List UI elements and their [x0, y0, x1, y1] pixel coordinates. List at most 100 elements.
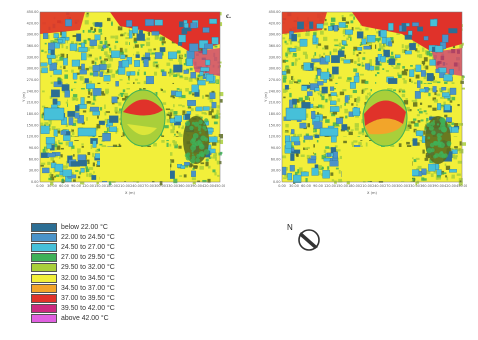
x-axis-label: X (m): [367, 191, 378, 195]
y-tick-label: 330.00: [27, 55, 39, 59]
x-tick-label: 390.00: [432, 184, 444, 188]
x-tick-label: 390.00: [190, 184, 202, 188]
legend-item: 34.50 to 37.00 °C: [31, 283, 171, 293]
legend-label: 32.00 to 34.50 °C: [61, 274, 115, 282]
x-tick-label: 450.00: [214, 184, 225, 188]
temperature-map-left: 0.00 30.00 60.00 90.00 120.00 150.00 180.00 210…: [20, 8, 231, 208]
x-tick-label: 300.00: [396, 184, 408, 188]
x-tick-label: 210.00: [360, 184, 372, 188]
legend-label: 29.50 to 32.00 °C: [61, 264, 115, 272]
x-tick-label: 150.00: [336, 184, 348, 188]
y-tick-label: 120.00: [27, 135, 39, 139]
map-area: [39, 11, 224, 186]
y-tick-label: 390.00: [27, 33, 39, 37]
x-tick-label: 450.00: [456, 184, 467, 188]
legend-item: 24.50 to 27.00 °C: [31, 242, 171, 252]
y-tick-label: 210.00: [27, 101, 39, 105]
y-tick-label: 120.00: [269, 135, 281, 139]
x-tick-label: 60.00: [301, 184, 311, 188]
y-tick-label: 240.00: [269, 89, 281, 93]
x-tick-label: 210.00: [118, 184, 130, 188]
y-axis-label: Y (m): [22, 92, 26, 102]
legend-item: 27.00 to 29.50 °C: [31, 253, 171, 263]
legend-item: 37.00 to 39.50 °C: [31, 293, 171, 303]
y-tick-label: 240.00: [27, 89, 39, 93]
x-axis-label: X (m): [125, 191, 136, 195]
x-tick-label: 330.00: [166, 184, 178, 188]
x-tick-label: 90.00: [313, 184, 323, 188]
legend-swatch: [31, 263, 57, 273]
legend-swatch: [31, 314, 57, 324]
y-tick-label: 360.00: [269, 44, 281, 48]
y-tick-label: 60.00: [29, 157, 39, 161]
north-arrow: N: [287, 223, 327, 255]
y-tick-label: 390.00: [269, 33, 281, 37]
legend-swatch: [31, 293, 57, 303]
y-tick-label: 300.00: [27, 67, 39, 71]
x-tick-label: 420.00: [202, 184, 214, 188]
y-tick-label: 30.00: [271, 169, 281, 173]
x-tick-label: 330.00: [408, 184, 420, 188]
y-tick-label: 180.00: [27, 112, 39, 116]
y-tick-label: 450.00: [27, 10, 39, 14]
y-tick-label: 270.00: [27, 78, 39, 82]
x-tick-label: 30.00: [47, 184, 57, 188]
y-tick-label: 90.00: [271, 146, 281, 150]
x-tick-label: 180.00: [106, 184, 118, 188]
map-right-svg: 0.00 30.00 60.00 90.00 120.00 150.00 180.00 210…: [264, 10, 467, 195]
legend-label: 37.00 to 39.50 °C: [61, 294, 115, 302]
legend-swatch: [31, 242, 57, 252]
y-tick-label: 30.00: [29, 169, 39, 173]
north-arrow-icon: [298, 229, 320, 251]
y-tick-label: 90.00: [29, 146, 39, 150]
legend-swatch: [31, 253, 57, 263]
y-tick-label: 150.00: [269, 123, 281, 127]
y-tick-label: 420.00: [27, 21, 39, 25]
x-tick-label: 180.00: [348, 184, 360, 188]
legend-label: 27.00 to 29.50 °C: [61, 254, 115, 262]
legend-item: below 22.00 °C: [31, 222, 171, 232]
y-tick-label: 0.00: [31, 180, 39, 184]
x-tick-label: 30.00: [289, 184, 299, 188]
map-area: [281, 11, 467, 186]
y-tick-label: 330.00: [269, 55, 281, 59]
legend-label: 24.50 to 27.00 °C: [61, 243, 115, 251]
legend-item: 39.50 to 42.00 °C: [31, 304, 171, 314]
x-tick-label: 90.00: [71, 184, 81, 188]
north-letter: N: [287, 223, 293, 232]
x-tick-label: 360.00: [178, 184, 190, 188]
y-tick-label: 60.00: [271, 157, 281, 161]
y-tick-label: 420.00: [269, 21, 281, 25]
x-tick-label: 420.00: [444, 184, 456, 188]
temperature-legend: below 22.00 °C 22.00 to 24.50 °C 24.50 to …: [31, 222, 171, 324]
x-tick-label: 240.00: [130, 184, 142, 188]
y-tick-label: 450.00: [269, 10, 281, 14]
legend-label: below 22.00 °C: [61, 223, 108, 231]
y-axis-label: Y (m): [264, 92, 268, 102]
x-tick-label: 120.00: [82, 184, 94, 188]
legend-label: 34.50 to 37.00 °C: [61, 284, 115, 292]
y-tick-label: 210.00: [269, 101, 281, 105]
y-tick-label: 0.00: [273, 180, 281, 184]
x-tick-label: 150.00: [94, 184, 106, 188]
y-tick-label: 300.00: [269, 67, 281, 71]
temperature-map-right: 0.00 30.00 60.00 90.00 120.00 150.00 180.00 210…: [262, 8, 467, 208]
legend-item: above 42.00 °C: [31, 314, 171, 324]
x-tick-label: 0.00: [278, 184, 286, 188]
x-tick-label: 240.00: [372, 184, 384, 188]
x-tick-label: 0.00: [36, 184, 44, 188]
y-tick-label: 270.00: [269, 78, 281, 82]
legend-item: 29.50 to 32.00 °C: [31, 263, 171, 273]
x-tick-label: 360.00: [420, 184, 432, 188]
x-tick-label: 270.00: [384, 184, 396, 188]
x-tick-label: 300.00: [154, 184, 166, 188]
legend-label: 22.00 to 24.50 °C: [61, 233, 115, 241]
y-tick-label: 150.00: [27, 123, 39, 127]
legend-item: 22.00 to 24.50 °C: [31, 232, 171, 242]
legend-label: above 42.00 °C: [61, 315, 109, 323]
x-tick-label: 60.00: [59, 184, 69, 188]
panel-letter: c.: [226, 12, 231, 20]
legend-label: 39.50 to 42.00 °C: [61, 305, 115, 313]
legend-swatch: [31, 232, 57, 242]
legend-swatch: [31, 273, 57, 283]
